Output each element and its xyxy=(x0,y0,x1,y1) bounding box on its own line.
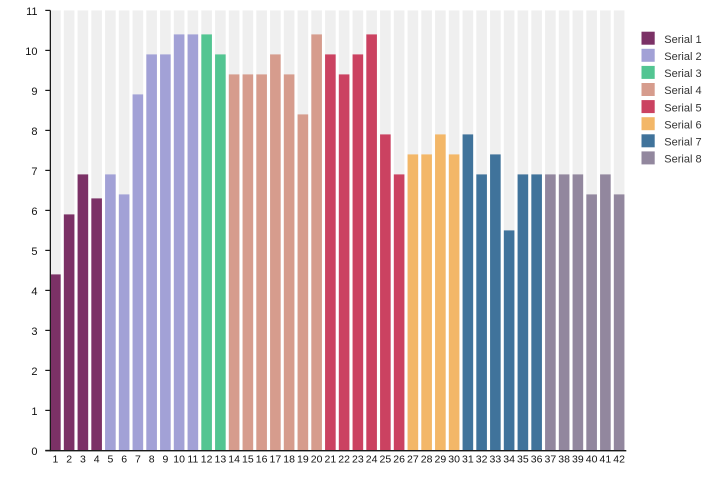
svg-text:12: 12 xyxy=(201,453,213,465)
svg-text:38: 38 xyxy=(558,453,570,465)
svg-text:4: 4 xyxy=(94,453,100,465)
svg-text:42: 42 xyxy=(613,453,625,465)
svg-text:25: 25 xyxy=(380,453,392,465)
svg-text:39: 39 xyxy=(572,453,584,465)
svg-text:23: 23 xyxy=(352,453,364,465)
svg-text:Serial 8: Serial 8 xyxy=(664,154,701,166)
svg-text:31: 31 xyxy=(462,453,474,465)
svg-text:2: 2 xyxy=(31,366,37,378)
svg-text:13: 13 xyxy=(215,453,227,465)
svg-text:6: 6 xyxy=(121,453,127,465)
svg-text:9: 9 xyxy=(31,86,37,98)
svg-text:Serial 7: Serial 7 xyxy=(664,137,701,149)
svg-text:5: 5 xyxy=(31,246,37,258)
svg-text:7: 7 xyxy=(31,166,37,178)
svg-text:2: 2 xyxy=(66,453,72,465)
svg-text:33: 33 xyxy=(490,453,502,465)
svg-text:1: 1 xyxy=(31,406,37,418)
svg-text:26: 26 xyxy=(393,453,405,465)
svg-text:37: 37 xyxy=(545,453,557,465)
svg-text:29: 29 xyxy=(435,453,447,465)
svg-text:20: 20 xyxy=(311,453,323,465)
svg-text:17: 17 xyxy=(270,453,282,465)
svg-text:19: 19 xyxy=(297,453,309,465)
svg-text:27: 27 xyxy=(407,453,419,465)
svg-text:4: 4 xyxy=(31,286,37,298)
svg-text:Serial 6: Serial 6 xyxy=(664,119,701,131)
svg-text:35: 35 xyxy=(517,453,529,465)
svg-text:3: 3 xyxy=(31,326,37,338)
svg-text:Serial 5: Serial 5 xyxy=(664,102,701,114)
svg-text:24: 24 xyxy=(366,453,378,465)
svg-text:32: 32 xyxy=(476,453,488,465)
svg-text:0: 0 xyxy=(31,446,37,458)
svg-text:Serial 2: Serial 2 xyxy=(664,51,701,63)
svg-text:15: 15 xyxy=(242,453,254,465)
svg-text:10: 10 xyxy=(25,46,37,58)
svg-text:1: 1 xyxy=(52,453,58,465)
svg-text:22: 22 xyxy=(338,453,350,465)
svg-text:11: 11 xyxy=(187,453,198,465)
svg-text:18: 18 xyxy=(283,453,295,465)
svg-text:9: 9 xyxy=(162,453,168,465)
svg-text:36: 36 xyxy=(531,453,543,465)
svg-text:41: 41 xyxy=(600,453,612,465)
svg-text:6: 6 xyxy=(31,206,37,218)
svg-text:11: 11 xyxy=(26,6,37,18)
svg-text:8: 8 xyxy=(31,126,37,138)
svg-text:21: 21 xyxy=(325,453,337,465)
svg-text:5: 5 xyxy=(107,453,113,465)
svg-text:34: 34 xyxy=(503,453,515,465)
svg-text:10: 10 xyxy=(173,453,185,465)
svg-text:30: 30 xyxy=(448,453,460,465)
svg-text:14: 14 xyxy=(228,453,240,465)
svg-text:40: 40 xyxy=(586,453,598,465)
svg-text:7: 7 xyxy=(135,453,141,465)
svg-text:3: 3 xyxy=(80,453,86,465)
svg-text:Serial 3: Serial 3 xyxy=(664,68,701,80)
svg-text:28: 28 xyxy=(421,453,433,465)
svg-text:Serial 4: Serial 4 xyxy=(664,85,701,97)
svg-text:Serial 1: Serial 1 xyxy=(664,34,701,46)
svg-text:8: 8 xyxy=(149,453,155,465)
svg-text:16: 16 xyxy=(256,453,268,465)
